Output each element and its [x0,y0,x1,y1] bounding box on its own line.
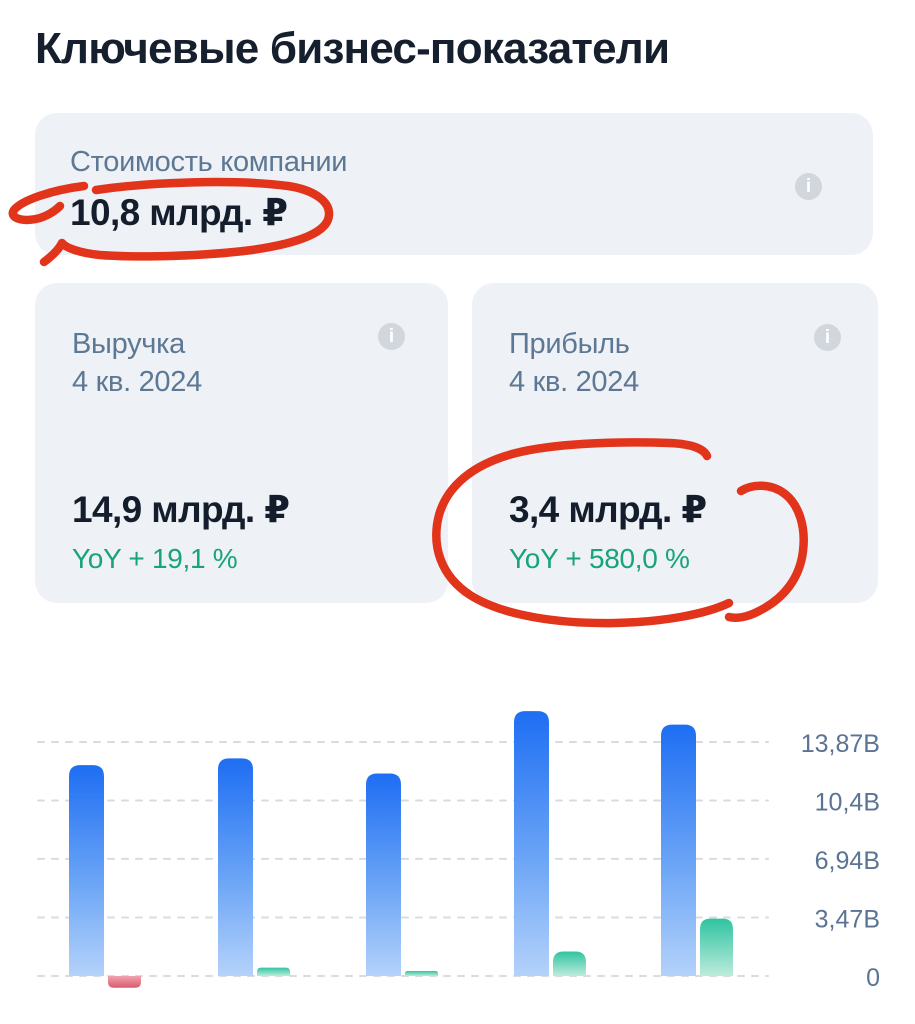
card-company-value: Стоимость компании 10,8 млрд. ₽ i [35,113,873,255]
profit-card-period: 4 кв. 2024 [509,366,639,398]
info-icon-glyph: i [805,176,812,197]
revenue-card-period: 4 кв. 2024 [72,366,202,398]
revenue-yoy-badge: YoY + 19,1 % [72,543,238,574]
revenue-card-label: Выручка [72,328,185,360]
bar-profit-4[interactable] [553,951,586,976]
y-axis-tick-label: 0 [866,964,880,992]
page-title: Ключевые бизнес-показатели [35,24,670,73]
bar-chart-svg: 13,87B 10,4B 6,94B 3,47B 0 [37,711,880,992]
y-axis-tick-label: 13,87B [801,730,880,758]
info-icon[interactable]: i [814,324,841,351]
bar-revenue-3[interactable] [366,773,401,976]
y-axis-tick-label: 6,94B [815,847,880,875]
company-card-label: Стоимость компании [70,146,348,178]
y-axis-tick-label: 10,4B [815,789,880,817]
profit-value: 3,4 млрд. ₽ [509,489,707,530]
bar-revenue-2[interactable] [218,758,253,976]
bar-revenue-5[interactable] [661,724,696,976]
info-icon-glyph: i [824,327,831,348]
bar-profit-3[interactable] [405,970,438,976]
bar-profit-1[interactable] [108,976,141,988]
company-value: 10,8 млрд. ₽ [70,192,288,233]
bar-profit-5[interactable] [700,918,733,976]
bar-profit-2[interactable] [257,967,290,976]
quarterly-bar-chart[interactable]: 13,87B 10,4B 6,94B 3,47B 0 [0,690,915,1024]
info-icon-glyph: i [388,326,395,347]
bar-revenue-4[interactable] [514,711,549,976]
info-icon[interactable]: i [795,173,822,200]
profit-card-label: Прибыль [509,328,630,360]
bar-revenue-1[interactable] [69,765,104,976]
card-profit: Прибыль 4 кв. 2024 3,4 млрд. ₽ YoY + 580… [472,283,878,603]
revenue-value: 14,9 млрд. ₽ [72,489,290,530]
card-revenue: Выручка 4 кв. 2024 14,9 млрд. ₽ YoY + 19… [35,283,448,603]
profit-yoy-badge: YoY + 580,0 % [509,543,690,574]
info-icon[interactable]: i [378,323,405,350]
y-axis-tick-label: 3,47B [815,905,880,933]
